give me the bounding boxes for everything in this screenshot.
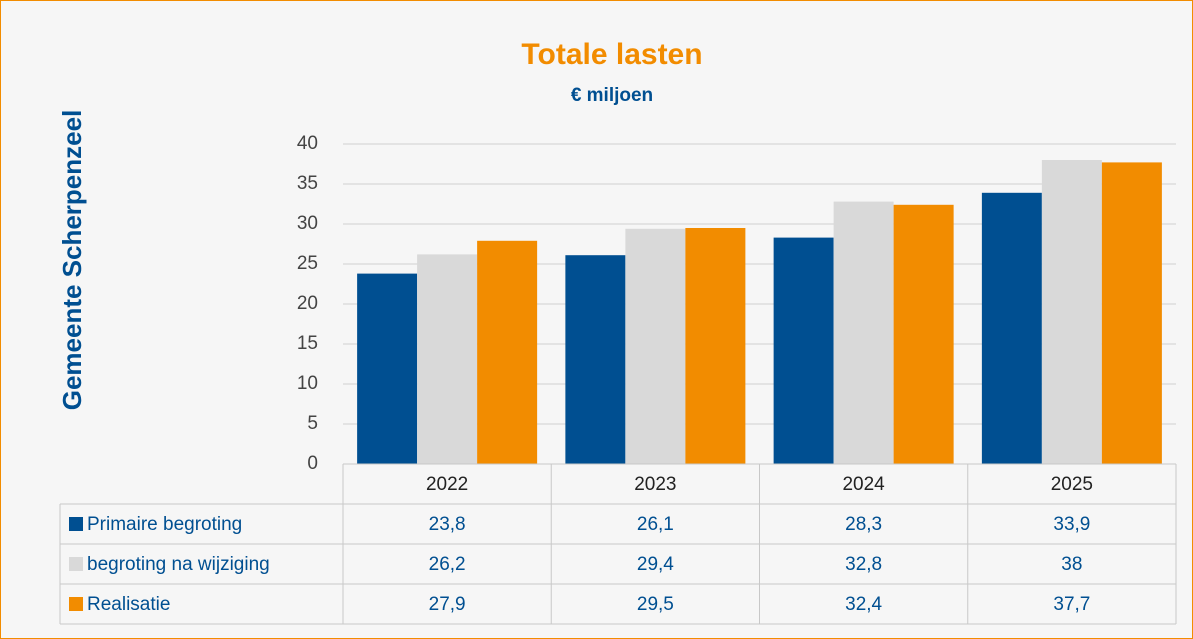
- x-tick-label: 2022: [426, 474, 468, 495]
- data-label: 32,4: [845, 594, 882, 615]
- legend-swatch: [69, 597, 83, 611]
- x-tick-label: 2025: [1051, 474, 1093, 495]
- data-label: 23,8: [429, 514, 466, 535]
- data-label: 29,4: [637, 554, 674, 575]
- y-tick-label: 40: [297, 133, 318, 154]
- data-label: 26,2: [429, 554, 466, 575]
- y-tick-label: 25: [297, 253, 318, 274]
- data-label: 32,8: [845, 554, 882, 575]
- legend-label: Primaire begroting: [87, 514, 242, 535]
- x-tick-label: 2024: [842, 474, 885, 495]
- bar: [565, 255, 626, 464]
- bar: [417, 254, 478, 464]
- bar: [833, 201, 894, 464]
- bar: [1101, 162, 1162, 464]
- y-tick-label: 5: [307, 413, 318, 434]
- data-label: 38: [1061, 554, 1082, 575]
- legend-label: Realisatie: [87, 594, 170, 615]
- bar: [477, 240, 538, 464]
- y-tick-label: 15: [297, 333, 318, 354]
- data-label: 26,1: [637, 514, 674, 535]
- chart-subtitle: € miljoen: [571, 85, 653, 106]
- bar: [981, 192, 1042, 465]
- legend-swatch: [69, 557, 83, 571]
- data-label: 27,9: [429, 594, 466, 615]
- y-tick-label: 20: [297, 293, 318, 314]
- bar: [357, 273, 418, 464]
- data-label: 29,5: [637, 594, 674, 615]
- legend-swatch: [69, 517, 83, 531]
- bar: [685, 228, 746, 464]
- data-label: 33,9: [1053, 514, 1090, 535]
- chart-title: Totale lasten: [521, 38, 702, 71]
- bar: [773, 237, 834, 464]
- legend-label: begroting na wijziging: [87, 554, 270, 575]
- annotation: Gemeente Scherpenzeel: [57, 110, 87, 411]
- bar: [1041, 160, 1102, 464]
- bar: [893, 204, 954, 465]
- data-label: 37,7: [1053, 594, 1090, 615]
- data-label: 28,3: [845, 514, 882, 535]
- bar: [625, 228, 686, 464]
- y-tick-label: 35: [297, 173, 318, 194]
- y-tick-label: 10: [297, 373, 318, 394]
- x-tick-label: 2023: [634, 474, 676, 495]
- y-tick-label: 0: [307, 453, 318, 474]
- y-tick-label: 30: [297, 213, 318, 234]
